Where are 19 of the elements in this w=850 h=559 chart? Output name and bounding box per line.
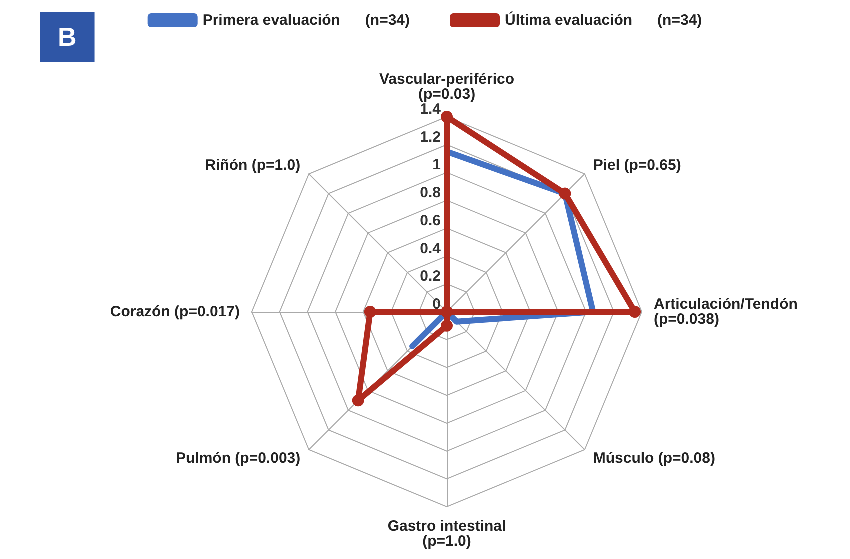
- spoke-label: Articulación/Tendón (p=0.038): [654, 296, 798, 328]
- y-tick-label: 1.4: [420, 101, 442, 118]
- y-tick-label: 0.8: [420, 184, 441, 202]
- spoke-label: Gastro intestinal (p=1.0): [388, 518, 506, 550]
- text: B: [58, 22, 77, 52]
- spoke-label: Músculo (p=0.08): [593, 450, 716, 467]
- legend-label: Primera evaluación (n=34): [202, 12, 410, 29]
- y-tick-label: 1.2: [420, 128, 441, 146]
- spoke-label: Corazón (p=0.017): [110, 304, 240, 320]
- spoke-label: Piel (p=0.65): [593, 157, 682, 174]
- spoke-label: Pulmón (p=0.003): [176, 450, 301, 467]
- y-tick-label: 0: [432, 296, 441, 313]
- y-tick-label: 0.4: [420, 240, 442, 258]
- spoke-label: Riñón (p=1.0): [205, 157, 301, 174]
- y-tick-label: 1: [432, 156, 441, 174]
- y-tick-label: 0.6: [420, 212, 441, 230]
- legend-label: Última evaluación (n=34): [505, 11, 702, 29]
- spoke-label: Vascular-periférico (p=0.03): [379, 71, 515, 104]
- y-tick-label: 0.2: [420, 268, 441, 286]
